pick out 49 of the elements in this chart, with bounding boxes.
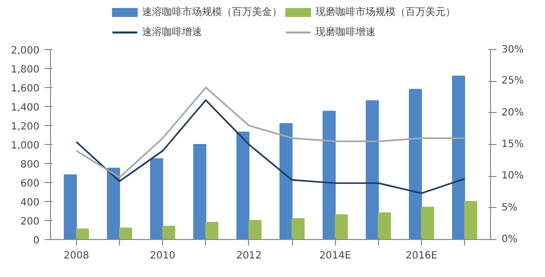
y2-tick-label: 25% <box>502 76 524 87</box>
y2-tick-label: 15% <box>502 139 524 150</box>
bar <box>378 212 391 240</box>
x-tick-label: 2010 <box>150 250 176 262</box>
bar <box>366 100 379 240</box>
y-tick-label: 0 <box>33 236 40 246</box>
line-series <box>76 86 466 178</box>
y2-tick-label: 20% <box>502 107 524 118</box>
y2-tick-label: 30% <box>502 44 524 56</box>
bar <box>150 158 164 240</box>
line-series <box>76 99 466 194</box>
y2-tick-label: 10% <box>502 170 524 182</box>
y-tick-label: 800 <box>20 160 40 170</box>
bar <box>464 201 478 240</box>
bar <box>248 220 262 240</box>
bar <box>64 174 77 240</box>
bar <box>292 218 305 240</box>
legend-label: 速溶咖啡市场规模（百万美金） <box>142 6 282 18</box>
y-tick-label: 2,000 <box>10 46 40 56</box>
y-tick-label: 1,000 <box>10 140 40 152</box>
y2-tick-label: 5% <box>502 202 518 214</box>
bar <box>334 214 348 240</box>
x-tick-label: 2012 <box>236 250 262 262</box>
bar <box>408 88 422 240</box>
bar <box>193 144 206 240</box>
y-tick-label: 200 <box>20 216 40 228</box>
y-tick-label: 1,800 <box>10 64 40 76</box>
bar <box>279 123 293 240</box>
y-tick-label: 400 <box>20 198 40 208</box>
bar <box>162 226 176 240</box>
x-tick-label: 2016E <box>406 250 438 262</box>
y-tick-label: 600 <box>20 178 40 190</box>
bar <box>119 228 132 240</box>
x-tick-label: 2008 <box>64 250 90 262</box>
bar <box>76 228 89 240</box>
y-tick-label: 1,200 <box>10 122 40 132</box>
legend-label: 速溶咖啡增速 <box>142 26 202 38</box>
bar <box>236 132 250 240</box>
bar <box>452 76 466 240</box>
y-tick-label: 1,600 <box>10 84 40 94</box>
bar <box>420 206 434 240</box>
x-tick-label: 2014E <box>319 250 352 262</box>
legend-label: 现磨咖啡增速 <box>316 26 376 38</box>
legend-label: 现磨咖啡市场规模（百万美元） <box>316 6 456 18</box>
bar <box>106 168 120 240</box>
bar <box>205 222 218 240</box>
y-tick-label: 1,400 <box>10 102 40 114</box>
bar <box>322 110 336 240</box>
y2-tick-label: 0% <box>502 234 518 245</box>
